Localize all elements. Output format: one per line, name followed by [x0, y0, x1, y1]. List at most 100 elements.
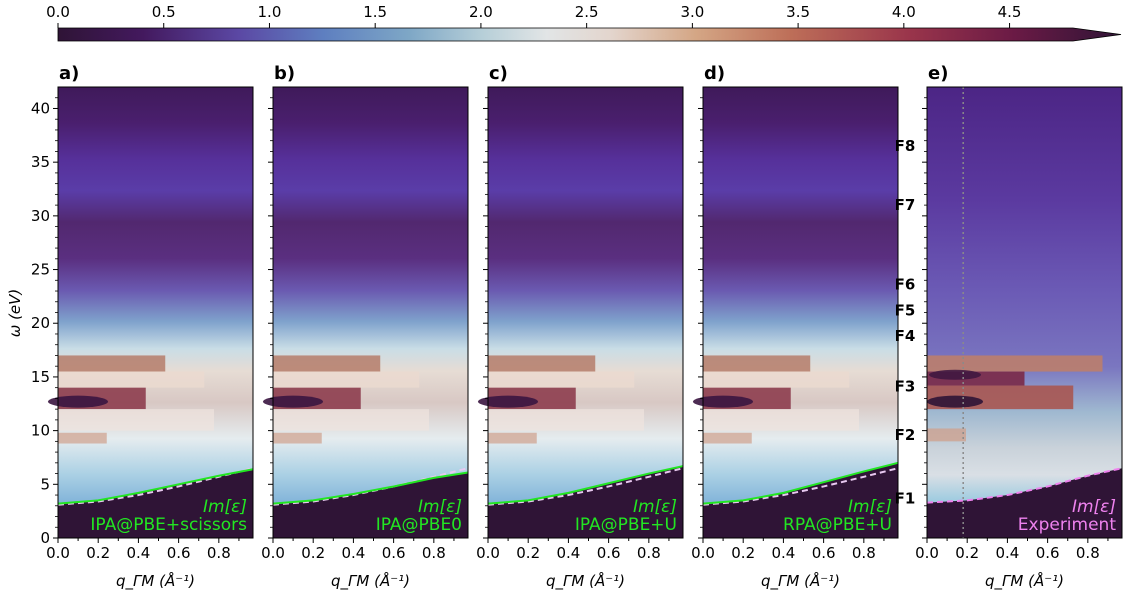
legend-line-1: Im[ε]	[633, 497, 677, 517]
heatmap-band	[273, 409, 429, 431]
heatmap-background	[703, 87, 898, 538]
dashed-onset-curve	[926, 467, 1123, 504]
x-axis-title: q_ΓM (Å⁻¹)	[116, 571, 195, 591]
dashed-onset-curve	[57, 467, 254, 506]
feature-label: F3	[895, 378, 916, 396]
colorbar-tick-label: 4.5	[998, 3, 1022, 21]
heatmap-band	[927, 355, 1103, 372]
colorbar-tick-label: 2.0	[469, 3, 493, 21]
x-axis-title: q_ΓM (Å⁻¹)	[985, 571, 1064, 591]
panel-d: d) 0.0 0.2 0.4 0.6 0.8 q_ΓM (Å⁻¹) Im[ε]RPA@PBE+…	[691, 63, 899, 591]
heatmap-band	[488, 432, 537, 444]
x-axis-title: q_ΓM (Å⁻¹)	[546, 571, 625, 591]
colorbar-tick-label: 1.5	[363, 3, 387, 21]
heatmap-band	[703, 409, 859, 431]
colorbar-tick-label: 0.0	[46, 3, 70, 21]
x-tick-label: 0.4	[556, 544, 580, 562]
y-tick-label: 15	[31, 368, 50, 386]
x-tick-label: 0.4	[341, 544, 365, 562]
x-tick-label: 0.4	[126, 544, 150, 562]
heatmap-background	[927, 87, 1122, 538]
feature-label: F4	[895, 327, 916, 345]
colorbar-tick-label: 0.5	[152, 3, 176, 21]
x-tick-label: 0.2	[516, 544, 540, 562]
x-tick-label: 0.4	[995, 544, 1019, 562]
x-axis-title: q_ΓM (Å⁻¹)	[331, 571, 410, 591]
panels: a) 0.0 0.2 0.4 0.6 0.8 q_ΓM (Å⁻¹) 0 5 10 15 20 25 30 3…	[31, 63, 1123, 591]
x-tick-label: 0.8	[637, 544, 661, 562]
heatmap-band	[58, 355, 166, 372]
solid-onset-curve	[57, 468, 254, 505]
legend-line-2: Experiment	[1018, 515, 1117, 535]
panel-label: c)	[489, 63, 508, 84]
solid-onset-curve	[702, 461, 899, 505]
solid-onset-curve	[487, 465, 684, 505]
feature-label: F5	[895, 301, 916, 319]
x-tick-label: 0.6	[382, 544, 406, 562]
colorbar-tick-label: 1.0	[258, 3, 282, 21]
heatmap-band	[703, 371, 850, 388]
y-axis-title: ω (eV)	[6, 289, 24, 338]
heatmap-band	[58, 371, 205, 388]
legend-line-1: Im[ε]	[418, 497, 462, 517]
x-tick-label: 0.8	[1076, 544, 1100, 562]
panel-label: a)	[59, 63, 79, 84]
heatmap-peak	[48, 395, 108, 408]
panel-label: d)	[704, 63, 725, 84]
y-tick-label: 35	[31, 153, 50, 171]
panel-c: c) 0.0 0.2 0.4 0.6 0.8 q_ΓM (Å⁻¹) Im[ε]IPA@PBE+…	[476, 63, 684, 591]
y-tick-label: 5	[40, 475, 50, 493]
panel-b: b) 0.0 0.2 0.4 0.6 0.8 q_ΓM (Å⁻¹) Im[ε]IPA@PBE0	[261, 63, 469, 591]
below-gap-region	[488, 466, 683, 538]
panel-a: a) 0.0 0.2 0.4 0.6 0.8 q_ΓM (Å⁻¹) 0 5 10 15 20 25 30 3…	[31, 63, 254, 591]
feature-label: F8	[895, 137, 916, 155]
y-tick-label: 20	[31, 314, 50, 332]
x-tick-label: 0.8	[852, 544, 876, 562]
x-tick-label: 0.0	[46, 544, 70, 562]
y-tick-label: 0	[40, 529, 50, 547]
heatmap-band	[488, 409, 644, 431]
x-axis-title: q_ΓM (Å⁻¹)	[761, 571, 840, 591]
legend-line-1: Im[ε]	[848, 497, 892, 517]
legend-line-2: RPA@PBE+U	[783, 515, 892, 535]
colorbar-bar	[57, 27, 1122, 42]
heatmap-band	[58, 409, 214, 431]
x-tick-label: 0.8	[207, 544, 231, 562]
y-tick-label: 25	[31, 261, 50, 279]
heatmap-band	[488, 371, 635, 388]
feature-label: F7	[895, 196, 916, 214]
heatmap-peak	[929, 369, 981, 380]
colorbar-tick-label: 3.0	[680, 3, 704, 21]
x-tick-label: 0.2	[86, 544, 110, 562]
dashed-onset-curve	[487, 467, 684, 506]
panel-e: e) 0.0 0.2 0.4 0.6 0.8 q_ΓM (Å⁻¹) F1 F2 F3 F4 F5 F6 F…	[895, 63, 1123, 591]
x-tick-label: 0.8	[422, 544, 446, 562]
heatmap-peak	[693, 395, 753, 408]
heatmap-band	[273, 432, 322, 444]
legend-line-1: Im[ε]	[203, 497, 247, 517]
x-tick-label: 0.0	[476, 544, 500, 562]
heatmap-peak	[263, 395, 323, 408]
x-tick-label: 0.2	[955, 544, 979, 562]
panel-label: b)	[274, 63, 295, 84]
below-gap-region	[927, 468, 1122, 538]
feature-label: F6	[895, 276, 916, 294]
colorbar-ticks: 0.0 0.5 1.0 1.5 2.0 2.5 3.0 3.5 4.0 4.5	[46, 3, 1021, 28]
dashed-onset-curve	[702, 467, 899, 506]
heatmap-band	[927, 428, 966, 442]
heatmap-background	[58, 87, 253, 538]
panel-label: e)	[928, 63, 948, 84]
x-tick-label: 0.2	[301, 544, 325, 562]
heatmap-background	[273, 87, 468, 538]
legend-line-2: IPA@PBE+scissors	[90, 515, 247, 535]
heatmap-peak	[927, 395, 983, 408]
legend-line-2: IPA@PBE+U	[575, 515, 677, 535]
colorbar: 0.0 0.5 1.0 1.5 2.0 2.5 3.0 3.5 4.0 4.5	[46, 3, 1122, 42]
x-tick-label: 0.0	[261, 544, 285, 562]
feature-label: F2	[895, 426, 916, 444]
heatmap-band	[273, 355, 381, 372]
heatmap-band	[58, 432, 107, 444]
heatmap-band	[703, 432, 752, 444]
below-gap-region	[273, 472, 468, 538]
